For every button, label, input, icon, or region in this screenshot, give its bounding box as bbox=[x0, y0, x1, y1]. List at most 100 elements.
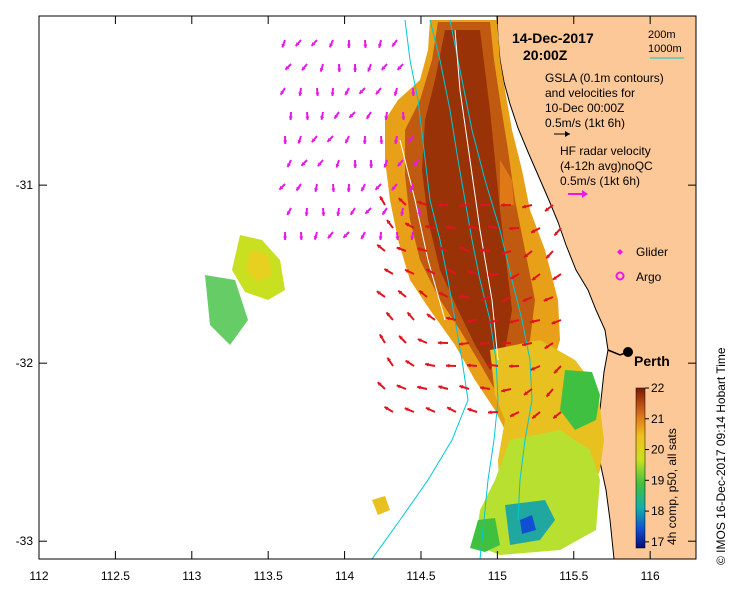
radar-arrow bbox=[501, 250, 512, 255]
gsla-arrow bbox=[381, 207, 388, 216]
radar-arrow bbox=[417, 200, 428, 206]
radar-arrow bbox=[545, 388, 554, 398]
land-mass bbox=[496, 16, 696, 559]
gsla-arrow bbox=[400, 207, 405, 217]
radar-arrow bbox=[530, 319, 541, 324]
radar-arrow bbox=[487, 272, 499, 277]
radar-arrow bbox=[404, 407, 415, 413]
radar-note-line2: (4-12h avg)noQC bbox=[560, 159, 653, 173]
radar-arrow bbox=[545, 250, 554, 260]
radar-arrow bbox=[438, 291, 449, 298]
radar-arrow bbox=[508, 364, 520, 369]
radar-arrow bbox=[479, 385, 491, 391]
gsla-arrow bbox=[380, 63, 388, 71]
date-label: 14-Dec-2017 bbox=[512, 30, 594, 46]
gsla-arrow bbox=[333, 111, 340, 120]
radar-arrow bbox=[509, 411, 520, 418]
colorbar-tick-label: 22 bbox=[651, 381, 665, 395]
gsla-arrow bbox=[344, 87, 350, 96]
gsla-arrow bbox=[301, 63, 308, 71]
x-tick-label: 112.5 bbox=[101, 569, 130, 583]
radar-arrow bbox=[424, 362, 436, 367]
gsla-arrow bbox=[281, 39, 286, 48]
radar-arrow bbox=[501, 388, 512, 393]
gsla-arrow bbox=[409, 183, 414, 192]
radar-arrow bbox=[397, 289, 407, 298]
gsla-arrow bbox=[397, 159, 404, 167]
gsla-arrow bbox=[378, 231, 383, 241]
radar-note-line3: 0.5m/s (1kt 6h) bbox=[560, 174, 640, 188]
radar-arrow bbox=[396, 384, 407, 390]
gsla-arrow bbox=[305, 111, 310, 121]
radar-arrow bbox=[479, 203, 491, 208]
radar-arrow bbox=[500, 341, 512, 346]
gsla-arrow bbox=[391, 39, 398, 48]
gsla-velocity-arrows bbox=[278, 39, 422, 241]
radar-arrow bbox=[523, 250, 533, 259]
x-tick-label: 113 bbox=[182, 569, 201, 583]
x-tick-label: 115 bbox=[488, 569, 507, 583]
radar-arrow bbox=[438, 385, 449, 390]
city-label: Perth bbox=[634, 353, 670, 369]
radar-arrow bbox=[487, 224, 499, 229]
radar-arrow bbox=[553, 365, 562, 374]
gsla-arrow bbox=[365, 111, 372, 120]
radar-arrow bbox=[522, 204, 533, 209]
gsla-arrow bbox=[321, 207, 326, 217]
radar-arrow bbox=[467, 407, 478, 413]
gsla-arrow bbox=[283, 135, 288, 145]
gsla-arrow bbox=[335, 159, 340, 168]
y-tick-label: -33 bbox=[16, 534, 34, 548]
x-tick-label: 113.5 bbox=[254, 569, 283, 583]
radar-arrow bbox=[437, 340, 449, 345]
gsla-arrow bbox=[311, 135, 318, 143]
x-tick-label: 114.5 bbox=[406, 569, 435, 583]
x-tick-label: 115.5 bbox=[559, 569, 588, 583]
hf-radar-velocity-arrows bbox=[376, 195, 562, 420]
gsla-arrow bbox=[363, 39, 368, 49]
gsla-arrow bbox=[304, 207, 309, 217]
radar-arrow bbox=[508, 226, 520, 231]
radar-arrow bbox=[552, 273, 562, 281]
gsla-arrow bbox=[298, 87, 303, 97]
colorbar bbox=[635, 387, 646, 549]
gsla-arrow bbox=[328, 39, 334, 48]
gsla-arrow bbox=[412, 159, 420, 167]
argo-legend-label: Argo bbox=[636, 270, 662, 284]
radar-arrow bbox=[376, 290, 386, 298]
gsla-arrow bbox=[411, 87, 416, 97]
radar-arrow bbox=[531, 411, 541, 420]
gsla-arrow bbox=[377, 39, 382, 49]
y-tick-label: -31 bbox=[16, 178, 34, 192]
gsla-arrow bbox=[375, 87, 382, 95]
radar-arrow bbox=[446, 316, 457, 321]
radar-arrow bbox=[437, 202, 449, 208]
radar-arrow bbox=[424, 224, 436, 229]
argo-legend-marker bbox=[615, 271, 625, 281]
gsla-arrow bbox=[417, 207, 422, 217]
depth-200-label: 200m bbox=[648, 29, 676, 41]
depth-1000-label: 1000m bbox=[648, 43, 682, 55]
gsla-arrow bbox=[396, 63, 404, 71]
gsla-arrow bbox=[297, 135, 302, 144]
gsla-arrow bbox=[320, 111, 325, 121]
radar-arrow bbox=[404, 222, 415, 229]
radar-arrow bbox=[467, 270, 478, 275]
radar-arrow bbox=[417, 338, 428, 344]
radar-arrow bbox=[501, 296, 512, 303]
radar-arrow bbox=[521, 342, 533, 347]
radar-arrow bbox=[445, 363, 457, 368]
radar-arrow bbox=[425, 406, 436, 413]
gsla-arrow bbox=[362, 135, 367, 145]
gsla-arrow bbox=[336, 207, 341, 217]
radar-arrow bbox=[530, 227, 541, 234]
radar-arrow bbox=[379, 195, 386, 206]
radar-arrow bbox=[376, 381, 386, 390]
gsla-arrow bbox=[342, 231, 350, 239]
radar-arrow bbox=[404, 268, 415, 275]
colorbar-tick-label: 20 bbox=[651, 443, 665, 457]
radar-arrow bbox=[379, 333, 386, 344]
gsla-arrow bbox=[348, 111, 356, 119]
radar-arrow bbox=[459, 246, 470, 252]
perth-marker bbox=[623, 347, 633, 357]
